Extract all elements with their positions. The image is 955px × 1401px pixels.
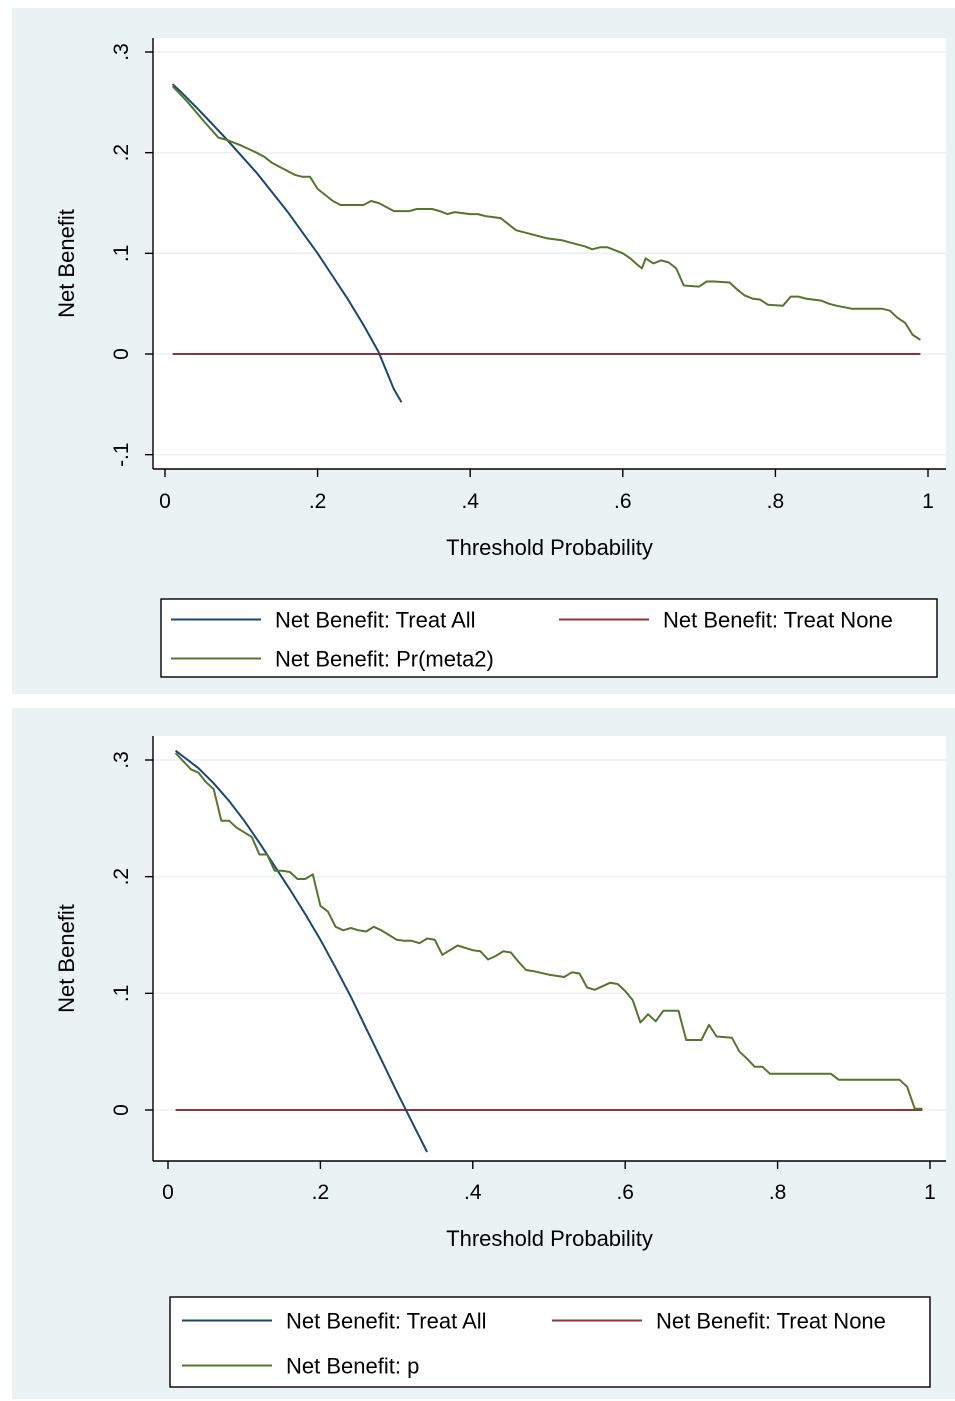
chart-top: -.1 0 .1 .2 .3 0 .2 .4 .6 .8 1 Threshold Probabilit… (54, 38, 946, 678)
legend-box (160, 598, 938, 678)
x-tick-label: .6 (614, 490, 632, 513)
x-tick-label: .6 (616, 1181, 634, 1204)
legend-label: Net Benefit: Treat None (663, 608, 893, 633)
x-tick-label: .4 (464, 1181, 482, 1204)
y-tick-label: -.1 (110, 442, 133, 467)
x-tick-label: .8 (767, 490, 785, 513)
y-axis-title: Net Benefit (54, 209, 79, 318)
y-tick-label: .3 (110, 751, 133, 769)
x-tick-label: 1 (924, 1181, 936, 1204)
x-tick-label: 1 (922, 490, 934, 513)
y-tick-label: .1 (110, 985, 133, 1003)
x-tick-label: .2 (312, 1181, 330, 1204)
series-line-model (171, 85, 921, 341)
series-line-treat-all (174, 749, 428, 1153)
x-tick-label: .4 (461, 490, 479, 513)
x-tick-label: 0 (159, 490, 171, 513)
series-line-model (174, 752, 923, 1110)
legend-label: Net Benefit: Treat All (286, 1309, 487, 1334)
x-axis-title: Threshold Probability (446, 535, 653, 560)
y-tick-label: .3 (110, 43, 133, 61)
y-tick-label: .1 (110, 245, 133, 263)
y-tick-label: 0 (110, 348, 133, 360)
chart-panel-bottom: 0 .1 .2 .3 0 .2 .4 .6 .8 1 Threshold Probability Ne… (12, 708, 955, 1399)
legend-label: Net Benefit: Treat None (656, 1309, 886, 1334)
legend-label: Net Benefit: Pr(meta2) (275, 647, 494, 672)
chart-bottom: 0 .1 .2 .3 0 .2 .4 .6 .8 1 Threshold Probability Ne… (54, 736, 946, 1388)
series-line-treat-all (171, 83, 403, 403)
legend-label: Net Benefit: Treat All (275, 608, 476, 633)
x-tick-label: .8 (769, 1181, 787, 1204)
y-axis-title: Net Benefit (54, 904, 79, 1013)
x-axis-title: Threshold Probability (446, 1226, 653, 1251)
legend-label: Net Benefit: p (286, 1354, 419, 1379)
y-tick-label: .2 (110, 868, 133, 886)
x-tick-label: 0 (162, 1181, 174, 1204)
plot-area (153, 736, 946, 1161)
y-tick-label: 0 (110, 1104, 133, 1116)
chart-panel-top: -.1 0 .1 .2 .3 0 .2 .4 .6 .8 1 Threshold Probabilit… (12, 8, 955, 694)
legend-box (169, 1296, 931, 1388)
x-tick-label: .2 (309, 490, 327, 513)
y-tick-label: .2 (110, 144, 133, 162)
